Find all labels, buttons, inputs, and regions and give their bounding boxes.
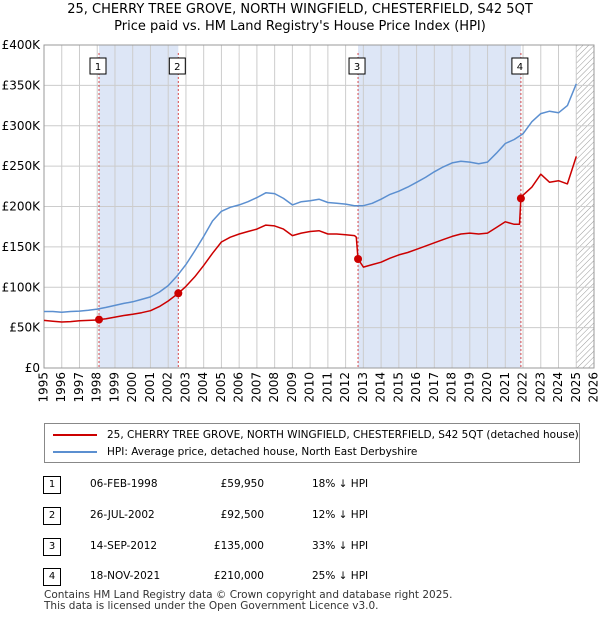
- footer-line-1: Contains HM Land Registry data © Crown c…: [44, 589, 453, 601]
- legend-red-swatch: [53, 434, 97, 436]
- row-price: £92,500: [220, 509, 264, 521]
- row-badge: 4: [43, 568, 61, 586]
- table-row: 1 06-FEB-1998 £59,950 18% ↓ HPI: [0, 476, 600, 496]
- x-tick-label: 2003: [178, 372, 192, 403]
- x-tick-label: 2010: [303, 372, 317, 403]
- y-tick-label: £100K: [2, 280, 42, 294]
- sale-marker-label: 1: [95, 62, 101, 73]
- x-tick-label: 2018: [445, 372, 459, 403]
- row-badge: 3: [43, 538, 61, 556]
- x-tick-label: 2005: [214, 372, 228, 403]
- x-tick-label: 2001: [143, 372, 157, 403]
- x-tick-label: 2002: [161, 372, 175, 403]
- x-tick-label: 2004: [196, 372, 210, 403]
- legend-property-label: 25, CHERRY TREE GROVE, NORTH WINGFIELD, …: [107, 429, 579, 441]
- row-badge: 1: [43, 476, 61, 494]
- x-tick-label: 2006: [232, 372, 246, 403]
- y-tick-label: £150K: [2, 240, 42, 254]
- y-tick-label: £350K: [2, 78, 42, 92]
- table-row: 3 14-SEP-2012 £135,000 33% ↓ HPI: [0, 538, 600, 558]
- x-tick-label: 2025: [569, 372, 583, 403]
- footer: Contains HM Land Registry data © Crown c…: [44, 590, 452, 612]
- row-hpi: 18% ↓ HPI: [312, 478, 369, 490]
- sale-marker-label: 2: [174, 62, 180, 73]
- sale-marker-box: [89, 57, 107, 75]
- row-price: £135,000: [213, 540, 264, 552]
- x-tick-label: 2014: [374, 372, 388, 403]
- row-date: 26-JUL-2002: [90, 509, 155, 521]
- row-price: £59,950: [220, 478, 264, 490]
- y-tick-label: £250K: [2, 159, 42, 173]
- property-series-line: [43, 156, 578, 323]
- x-tick-label: 2017: [427, 372, 441, 403]
- x-tick-label: 2015: [391, 372, 405, 403]
- x-tick-label: 1998: [90, 372, 104, 403]
- x-tick-label: 1995: [37, 372, 51, 403]
- legend-item-hpi: HPI: Average price, detached house, Nort…: [53, 446, 417, 458]
- x-tick-label: 2020: [480, 372, 494, 403]
- y-tick-label: £200K: [2, 200, 42, 214]
- legend-item-property: 25, CHERRY TREE GROVE, NORTH WINGFIELD, …: [53, 429, 579, 441]
- row-date: 18-NOV-2021: [90, 570, 161, 582]
- x-tick-label: 2026: [587, 372, 600, 403]
- table-row: 4 18-NOV-2021 £210,000 25% ↓ HPI: [0, 568, 600, 588]
- x-tick-label: 2022: [516, 372, 530, 403]
- row-hpi: 33% ↓ HPI: [312, 540, 369, 552]
- x-tick-label: 2009: [285, 372, 299, 403]
- y-tick-label: £300K: [2, 119, 42, 133]
- x-tick-label: 1997: [72, 372, 86, 403]
- sale-marker-label: 3: [354, 62, 360, 73]
- sale-point: [354, 254, 363, 263]
- row-date: 06-FEB-1998: [90, 478, 158, 490]
- x-tick-label: 2011: [320, 372, 334, 403]
- plot-frame: [43, 44, 595, 369]
- legend: 25, CHERRY TREE GROVE, NORTH WINGFIELD, …: [44, 423, 580, 463]
- sale-marker-box: [168, 57, 186, 75]
- sale-marker-label: 4: [517, 62, 523, 73]
- row-hpi: 12% ↓ HPI: [312, 509, 369, 521]
- x-tick-label: 2016: [409, 372, 423, 403]
- x-tick-label: 2007: [249, 372, 263, 403]
- x-tick-label: 2023: [533, 372, 547, 403]
- y-tick-label: £50K: [9, 321, 41, 335]
- x-tick-label: 2000: [125, 372, 139, 403]
- y-tick-label: £400K: [2, 38, 42, 52]
- sale-point: [516, 194, 525, 203]
- legend-hpi-label: HPI: Average price, detached house, Nort…: [107, 446, 418, 458]
- row-badge: 2: [43, 507, 61, 525]
- x-tick-label: 2008: [267, 372, 281, 403]
- hpi-series-line: [44, 83, 577, 314]
- x-tick-label: 1999: [107, 372, 121, 403]
- x-tick-label: 1996: [54, 372, 68, 403]
- row-date: 14-SEP-2012: [90, 540, 158, 552]
- x-tick-label: 2021: [498, 372, 512, 403]
- row-price: £210,000: [213, 570, 264, 582]
- x-tick-label: 2019: [462, 372, 476, 403]
- row-hpi: 25% ↓ HPI: [312, 570, 369, 582]
- sale-point: [95, 315, 103, 324]
- sale-marker-box: [511, 57, 529, 75]
- footer-line-2: This data is licensed under the Open Gov…: [44, 600, 379, 612]
- chart-title: 25, CHERRY TREE GROVE, NORTH WINGFIELD, …: [67, 2, 533, 17]
- x-tick-label: 2012: [338, 372, 352, 403]
- y-tick-label: £0: [25, 361, 40, 375]
- legend-blue-swatch: [53, 451, 97, 453]
- table-row: 2 26-JUL-2002 £92,500 12% ↓ HPI: [0, 507, 600, 527]
- x-tick-label: 2024: [551, 372, 565, 403]
- x-tick-label: 2013: [356, 372, 370, 403]
- sale-marker-box: [348, 57, 366, 75]
- chart-subtitle: Price paid vs. HM Land Registry's House …: [114, 19, 486, 34]
- sale-point: [174, 289, 183, 298]
- price-chart: £0 £50K £100K £150K £200K £250K £300K £350K £400…: [2, 38, 600, 403]
